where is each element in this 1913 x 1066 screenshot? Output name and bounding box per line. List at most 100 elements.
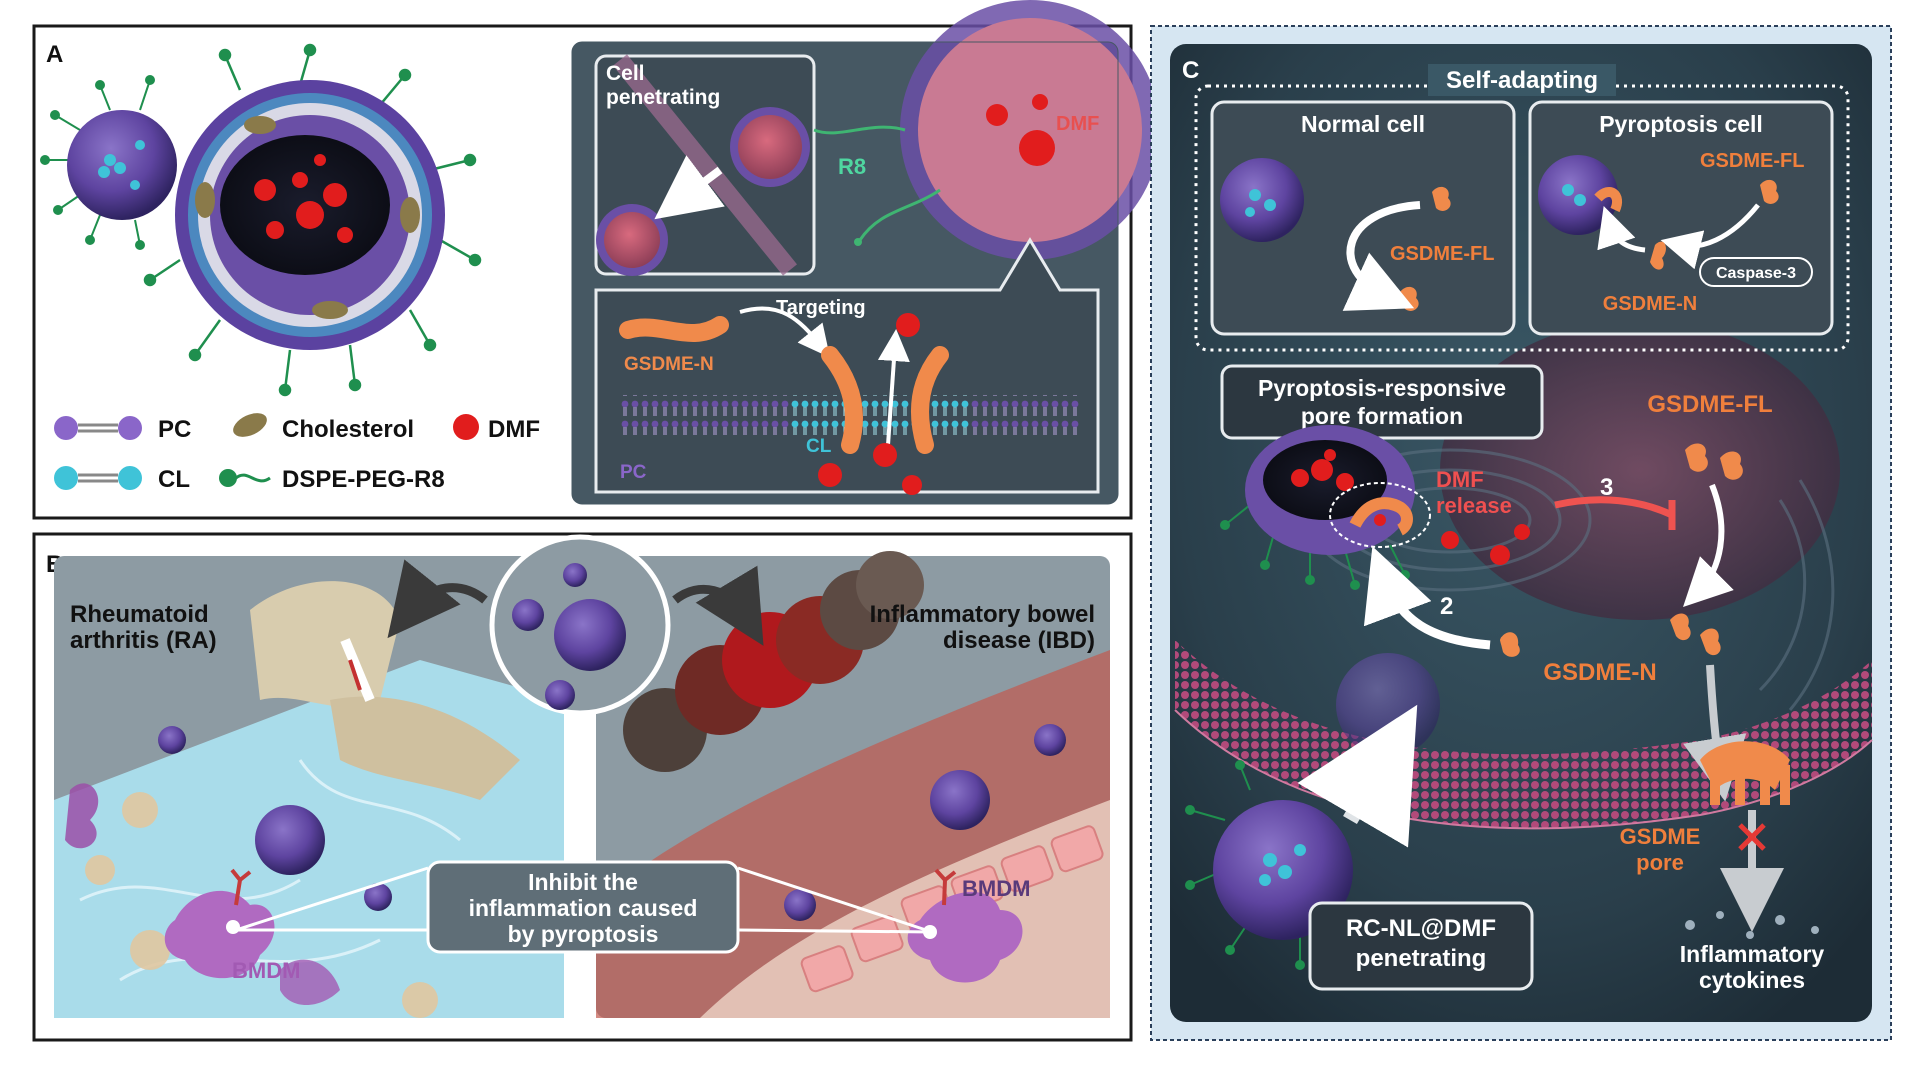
step1-arrow: [1297, 704, 1418, 848]
ra-label-line1: Rheumatoid: [70, 601, 209, 628]
inset-a: DMF Cell penetrating R8 Targeting GSDME-…: [571, 0, 1160, 505]
dmf-icon: [453, 414, 479, 440]
pyro-cleave-arrow: [1660, 203, 1760, 270]
pyro-gsdme-fl: GSDME-FL: [1700, 150, 1804, 172]
cytokines-line1: Inflammatory: [1680, 941, 1825, 967]
step2-label: 2: [1440, 593, 1453, 620]
gsdme-n-cleaved-1: [1670, 613, 1691, 641]
pore-formation-line2: pore formation: [1301, 403, 1463, 429]
rcnl-line2: penetrating: [1356, 945, 1487, 972]
pore-formation-line1: Pyroptosis-responsive: [1258, 375, 1506, 401]
cell-penetrating-line1: Cell: [606, 62, 645, 85]
dspe-icon: [219, 469, 271, 487]
gsdme-pore-line1: GSDME: [1620, 824, 1701, 849]
panel-c-letter: C: [1182, 57, 1199, 84]
bowel-shape: [623, 551, 924, 772]
normal-cell-title: Normal cell: [1301, 111, 1425, 137]
nanoliposome-small: [40, 75, 177, 250]
legend-dmf: DMF: [488, 416, 540, 443]
legend-cl-icon: [54, 466, 142, 490]
gsdme-pore-line2: pore: [1636, 850, 1684, 875]
peg-chains-large: [143, 43, 482, 397]
released-dmf: [1441, 524, 1530, 565]
dmf-release-line1: DMF: [1436, 467, 1484, 492]
np-ibd-3: [784, 889, 816, 921]
cholesterol-in-membrane: [195, 116, 420, 319]
bmdm-left-label: BMDM: [232, 958, 300, 983]
legend-cl: CL: [158, 466, 190, 493]
pointer-right-1: [737, 866, 933, 934]
self-adapting-label: Self-adapting: [1446, 67, 1598, 94]
targeting-arrow: [739, 306, 830, 358]
inset-dmf-label: DMF: [1056, 113, 1099, 135]
ibd-label-line1: Inflammatory bowel: [870, 601, 1095, 628]
inset-gsdme-n: GSDME-N: [624, 354, 714, 375]
gsdme-fl-big: GSDME-FL: [1647, 391, 1772, 418]
cytokines-line2: cytokines: [1699, 967, 1805, 993]
pyro-insert-arrow: [1597, 206, 1646, 253]
cell-penetrating-line2: penetrating: [606, 86, 720, 109]
legend-pc-icon: [54, 416, 142, 440]
liposome-pore-formation: [1220, 425, 1431, 590]
ra-cells: [65, 783, 438, 1018]
caspase-badge: [1699, 257, 1813, 287]
panel-b: B BMDM: [32, 532, 1133, 1042]
panel-a: A: [32, 0, 1160, 520]
inhibit-line2: inflammation caused: [469, 895, 698, 921]
inhibit-box: [426, 860, 740, 954]
gsdme-n-free: [619, 316, 729, 342]
gsdme-pore-left: [821, 346, 863, 454]
np-ibd-2: [1034, 724, 1066, 756]
r8-chain: [813, 125, 906, 135]
np-entering: [1336, 653, 1440, 757]
gsdme-n-pyro: [1650, 241, 1666, 270]
self-adapting-label-bg: [1428, 64, 1616, 96]
cholesterol-icon: [233, 413, 267, 437]
gsdme-fl-big-2: [1720, 451, 1743, 480]
dmf-droplets-core: [254, 154, 353, 243]
np-zoom: [554, 599, 626, 671]
arrow-to-ra: [387, 559, 488, 639]
gsdme-n-cleaved-2: [1700, 628, 1721, 656]
gsdme-fl-normal-1: [1432, 186, 1451, 211]
np-ra-2: [158, 726, 186, 754]
inhibit-line3: by pyroptosis: [508, 921, 659, 947]
normal-cell-box: [1210, 100, 1516, 336]
release-arrow: [877, 329, 910, 446]
inhibit-line1: Inhibit the: [528, 869, 638, 895]
bmdm-cell-left: [164, 890, 275, 979]
pyroptosis-cell-title: Pyroptosis cell: [1599, 111, 1763, 137]
bmdm-cell-right: [907, 891, 1023, 983]
vesicle-lumen: [918, 18, 1142, 242]
gsdme-fl-big-1: [1685, 443, 1708, 472]
pointer-left-1: [235, 866, 429, 932]
pointer-right-2: [737, 928, 933, 934]
rcnl-line1: RC-NL@DMF: [1346, 915, 1496, 942]
peg-chains-small: [40, 75, 155, 250]
bmdm-right-label: BMDM: [962, 876, 1030, 901]
targeting-label: Targeting: [776, 297, 866, 319]
pyro-gsdme-n: GSDME-N: [1603, 293, 1697, 315]
gsdme-pore-right: [911, 346, 949, 454]
cytokine-dots: [1685, 911, 1819, 939]
np-ra-1: [255, 805, 325, 875]
caspase-label: Caspase-3: [1716, 265, 1796, 282]
inset-cl-label: CL: [806, 436, 832, 457]
step1-label: 1: [1385, 794, 1398, 821]
legend-cholesterol: Cholesterol: [282, 416, 414, 443]
gsdme-membrane-pore: [1700, 741, 1790, 805]
legend-a: PC Cholesterol DMF CL DSPE-PEG-R8: [54, 413, 540, 493]
cleavage-arrow-c: [1683, 483, 1734, 607]
r8-label: R8: [838, 154, 866, 179]
joint-bone: [250, 581, 520, 800]
arrow-to-ibd: [672, 565, 764, 646]
np-ra-3: [364, 883, 392, 911]
legend-dspe: DSPE-PEG-R8: [282, 466, 445, 493]
pore-formation-box: [1220, 364, 1544, 440]
rcnl-box: [1308, 901, 1534, 991]
gsdme-n-big: GSDME-N: [1543, 659, 1656, 686]
penetration-arrow: [654, 155, 725, 220]
normal-gsdme-fl: GSDME-FL: [1390, 243, 1494, 265]
step3-label: 3: [1600, 474, 1613, 501]
